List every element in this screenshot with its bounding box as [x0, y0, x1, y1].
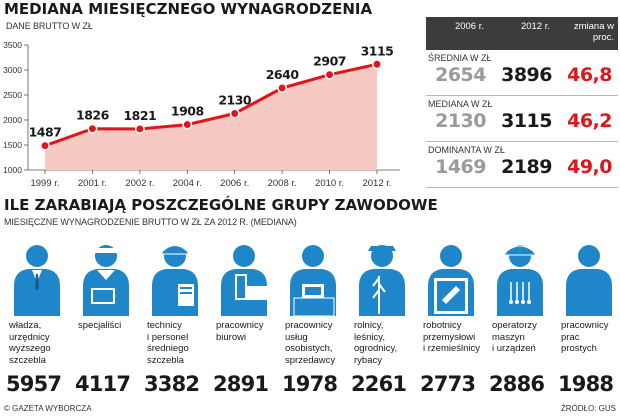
group-value: 3382: [144, 372, 200, 396]
value-change: 46,8: [567, 64, 612, 86]
x-tick-label: 2010 r.: [315, 178, 344, 189]
group-value: 2886: [489, 372, 545, 396]
group-value: 1978: [282, 372, 338, 396]
x-tick-label: 2001 r.: [78, 178, 107, 189]
data-point: [182, 119, 193, 130]
office-worker-icon: [211, 236, 278, 318]
y-tick-label: 1000: [3, 165, 22, 175]
salary-area-chart: 1000 1500 2000 2500 3000 3500 1999 r. 2001 r. 20…: [3, 40, 400, 189]
group-value: 2891: [213, 372, 269, 396]
group-label: władza, urzędnicy wyższego szczebla: [9, 320, 51, 366]
y-tick-label: 3500: [3, 40, 22, 50]
x-tick-label: 2004 r.: [173, 178, 202, 189]
chart-unit-label: DANE BRUTTO W ZŁ: [6, 21, 93, 31]
value-2012: 2189: [501, 156, 552, 178]
occupation-group: pracownicy usług osobistych, sprzedawcy 1…: [280, 236, 347, 398]
laborer-icon: [556, 236, 620, 318]
specialist-icon: [73, 236, 140, 318]
value-2006: 2130: [435, 110, 486, 132]
series-line: [44, 62, 378, 148]
x-tick-label: 2008 r.: [268, 178, 297, 189]
group-label: technicy i personel średniego szczebla: [147, 320, 189, 366]
value-2012: 3115: [501, 110, 552, 132]
y-tick-label: 3000: [3, 65, 22, 75]
data-label: 1487: [29, 125, 62, 140]
occupation-group: robotnicy przemysłowi i rzemieślnicy 2773: [418, 236, 485, 398]
occupation-group: rolnicy, leśnicy, ogrodnicy, rybacy 2261: [349, 236, 416, 398]
group-value: 1988: [558, 372, 614, 396]
group-label: specjaliści: [78, 320, 122, 331]
data-point: [40, 140, 50, 151]
value-2012: 3896: [501, 64, 552, 86]
x-tick-label: 2012 r.: [362, 178, 391, 189]
occupation-group: technicy i personel średniego szczebla 33…: [142, 236, 209, 398]
data-point: [372, 59, 382, 70]
data-point: [134, 124, 145, 134]
data-label: 2130: [218, 93, 252, 108]
occupation-group: specjaliści 4117: [73, 236, 140, 398]
occupation-group: operatorzy maszyn i urządzeń 2886: [487, 236, 554, 398]
group-value: 2261: [351, 372, 407, 396]
occupation-group: władza, urzędnicy wyższego szczebla 5957: [4, 236, 71, 398]
operator-icon: [487, 236, 554, 318]
group-value: 4117: [75, 372, 131, 396]
y-tick-label: 1500: [3, 140, 22, 150]
row-label: DOMINANTA W ZŁ: [428, 145, 505, 155]
salesperson-icon: [280, 236, 347, 318]
x-tick-label: 1999 r.: [30, 178, 59, 189]
main-title: MEDIANA MIESIĘCZNEGO WYNAGRODZENIA: [4, 0, 373, 18]
footer-credit: © GAZETA WYBORCZA: [4, 404, 92, 413]
table-header: 2006 r. 2012 r. zmiana w proc.: [426, 17, 618, 50]
value-change: 46,2: [567, 110, 612, 132]
data-point: [277, 83, 288, 93]
table-row-median: MEDIANA W ZŁ 2130 3115 46,2: [426, 96, 618, 142]
x-tick-label: 2006 r.: [220, 178, 249, 189]
data-label: 1821: [123, 108, 156, 123]
data-label: 1826: [76, 108, 110, 123]
group-label: rolnicy, leśnicy, ogrodnicy, rybacy: [354, 320, 398, 366]
value-2006: 1469: [435, 156, 486, 178]
data-label: 3115: [361, 43, 394, 58]
data-label: 2640: [266, 67, 300, 82]
group-label: operatorzy maszyn i urządzeń: [492, 320, 537, 354]
footer-source: ŹRÓDŁO: GUS: [560, 404, 616, 413]
area-fill: [45, 64, 377, 170]
y-tick-label: 2500: [3, 90, 22, 100]
row-label: ŚREDNIA W ZŁ: [428, 53, 492, 63]
table-row-average: ŚREDNIA W ZŁ 2654 3896 46,8: [426, 50, 618, 96]
table-header-change: zmiana w proc.: [573, 21, 614, 43]
value-change: 49,0: [567, 156, 612, 178]
occupation-group: pracownicy biurowi 2891: [211, 236, 278, 398]
farmer-icon: [349, 236, 416, 318]
table-header-2006: 2006 r.: [454, 21, 484, 32]
data-label: 2907: [313, 54, 346, 69]
value-2006: 2654: [435, 64, 486, 86]
craftsman-icon: [418, 236, 485, 318]
occupation-group: pracownicy prac prostych 1988: [556, 236, 620, 398]
group-label: robotnicy przemysłowi i rzemieślnicy: [423, 320, 481, 354]
x-tick-label: 2002 r.: [125, 178, 154, 189]
groups-subtitle: MIESIĘCZNE WYNAGRODZENIE BRUTTO W ZŁ ZA …: [4, 217, 297, 227]
data-label: 1908: [171, 104, 204, 119]
table-header-2012: 2012 r.: [520, 21, 550, 32]
group-label: pracownicy biurowi: [216, 320, 264, 343]
row-label: MEDIANA W ZŁ: [428, 99, 493, 109]
group-label: pracownicy usług osobistych, sprzedawcy: [285, 320, 336, 366]
groups-title: ILE ZARABIAJĄ POSZCZEGÓLNE GRUPY ZAWODOW…: [4, 196, 438, 214]
data-point: [324, 69, 335, 80]
official-icon: [4, 236, 71, 318]
y-tick-label: 2000: [3, 115, 22, 125]
technician-icon: [142, 236, 209, 318]
group-value: 2773: [420, 372, 476, 396]
table-row-mode: DOMINANTA W ZŁ 1469 2189 49,0: [426, 142, 618, 188]
data-point: [229, 108, 240, 119]
data-point: [87, 123, 98, 134]
group-label: pracownicy prac prostych: [561, 320, 609, 354]
group-value: 5957: [6, 372, 62, 396]
